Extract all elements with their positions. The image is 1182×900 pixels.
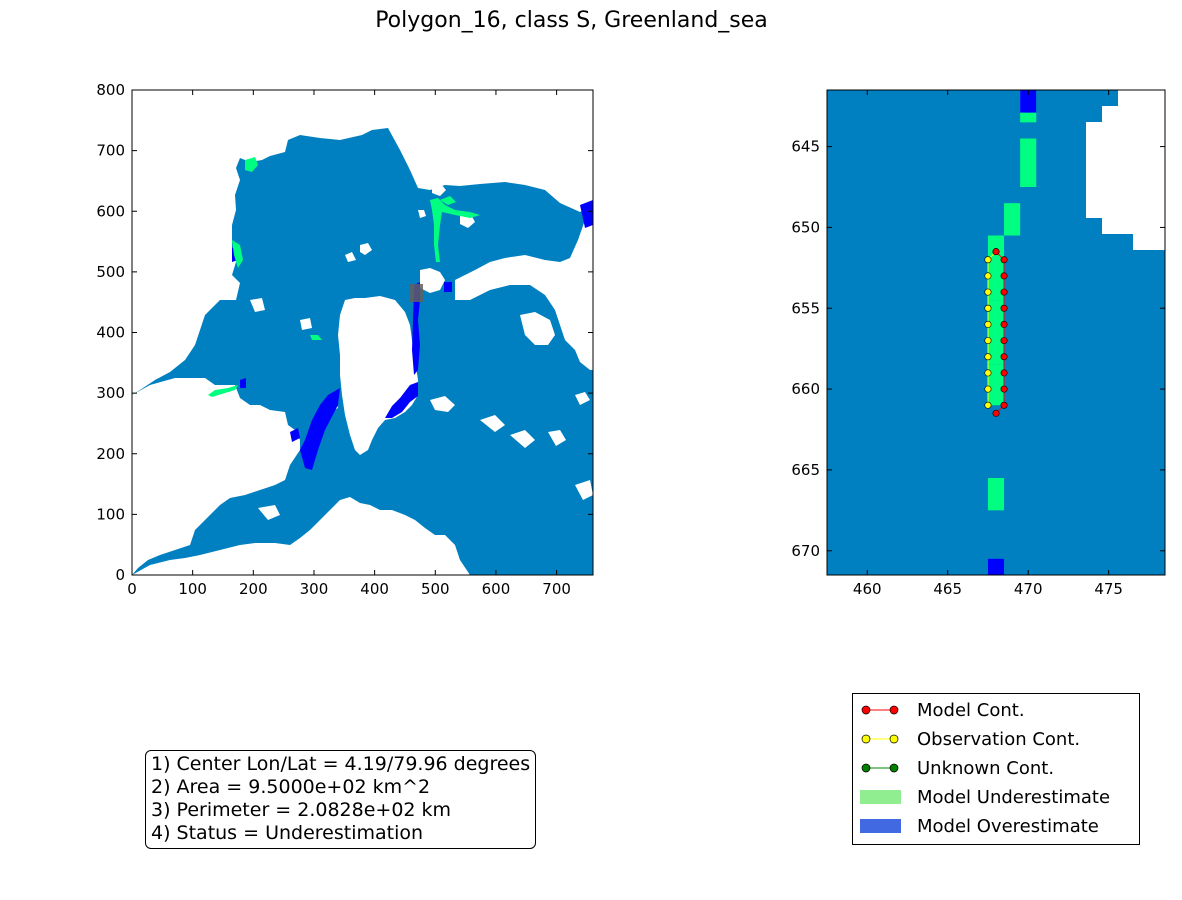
- map-y-tick-label: 300: [96, 384, 125, 402]
- underestimate-regions: [208, 157, 480, 397]
- map-y-ticks: 0 100 200 300 400 500 600 700 800: [96, 81, 593, 584]
- zoom-x-tick-label: 475: [1094, 580, 1123, 598]
- map-x-tick-label: 500: [421, 580, 450, 598]
- map-y-tick-label: 400: [96, 324, 125, 342]
- legend-item-model-over: Model Overestimate: [853, 811, 1099, 841]
- underestimate-cell: [987, 235, 1005, 301]
- yellow-line-marker-icon: [861, 734, 899, 744]
- zoom-x-tick-label: 470: [1014, 580, 1043, 598]
- map-panel: 0 100 200 300 400 500 600 700 0 100 200 300 400 500 6…: [96, 81, 594, 598]
- map-x-ticks: 0 100 200 300 400 500 600 700: [127, 90, 571, 598]
- map-x-tick-label: 600: [482, 580, 511, 598]
- model-contour-point: [1000, 320, 1008, 328]
- zoom-panel: 460 465 470 475 645 650 655 660 665 670: [791, 89, 1166, 598]
- info-area: 2) Area = 9.5000e+02 km^2: [151, 776, 431, 798]
- zoom-y-tick-label: 655: [791, 299, 820, 317]
- observation-contour-point: [984, 385, 992, 393]
- model-contour-point: [1000, 288, 1008, 296]
- observation-contour-point: [984, 304, 992, 312]
- info-status: 4) Status = Underestimation: [151, 822, 424, 844]
- legend-item-obs-cont: Observation Cont.: [853, 724, 1080, 754]
- info-perimeter: 3) Perimeter = 2.0828e+02 km: [151, 799, 452, 821]
- observation-contour-point: [984, 369, 992, 377]
- legend-label-obs-cont: Observation Cont.: [917, 728, 1081, 750]
- legend-label-model-cont: Model Cont.: [917, 699, 1025, 721]
- map-x-tick-label: 0: [127, 580, 137, 598]
- polygon-info-box: 1) Center Lon/Lat = 4.19/79.96 degrees 2…: [145, 750, 537, 849]
- legend-label-model-under: Model Underestimate: [917, 786, 1111, 808]
- observation-contour-point: [984, 288, 992, 296]
- overestimate-cell: [987, 558, 1005, 575]
- zoom-contours: [984, 248, 1008, 417]
- zoom-y-tick-label: 660: [791, 380, 820, 398]
- observation-contour-point: [984, 272, 992, 280]
- zoom-y-tick-label: 670: [791, 542, 820, 560]
- map-y-tick-label: 700: [96, 142, 125, 160]
- map-y-tick-label: 100: [96, 505, 125, 523]
- map-x-tick-label: 700: [542, 580, 571, 598]
- map-y-tick-label: 800: [96, 81, 125, 99]
- model-contour-point: [992, 248, 1000, 256]
- map-y-tick-label: 600: [96, 202, 125, 220]
- observation-contour-point: [984, 337, 992, 345]
- model-contour-point: [1000, 256, 1008, 264]
- info-center: 1) Center Lon/Lat = 4.19/79.96 degrees: [151, 753, 531, 775]
- zoom-x-tick-label: 460: [853, 580, 882, 598]
- overestimate-cell: [1020, 90, 1037, 113]
- zoom-y-tick-label: 645: [791, 138, 820, 156]
- underestimate-cell: [987, 364, 1005, 406]
- observation-contour-point: [984, 401, 992, 409]
- observation-contour-point: [984, 353, 992, 361]
- zoom-y-ticks: 645 650 655 660 665 670: [791, 138, 1165, 560]
- map-y-tick-label: 200: [96, 445, 125, 463]
- light-green-patch-icon: [860, 790, 901, 804]
- underestimate-cell: [987, 300, 1005, 365]
- map-y-tick-label: 500: [96, 263, 125, 281]
- zoom-cells: [987, 90, 1037, 575]
- land-masses: [132, 90, 593, 575]
- polygon-highlight-box: [409, 284, 423, 302]
- model-contour-point: [1000, 304, 1008, 312]
- underestimate-cell: [987, 478, 1005, 511]
- legend: Model Cont. Observation Cont. Unknown Co…: [852, 693, 1140, 845]
- zoom-x-ticks: 460 465 470 475: [853, 90, 1123, 598]
- underestimate-cell: [1004, 203, 1021, 236]
- legend-label-model-over: Model Overestimate: [917, 815, 1099, 837]
- legend-label-unknown-cont: Unknown Cont.: [917, 757, 1055, 779]
- red-line-marker-icon: [861, 705, 899, 715]
- legend-item-unknown-cont: Unknown Cont.: [853, 753, 1054, 783]
- zoom-x-tick-label: 465: [933, 580, 962, 598]
- model-contour-point: [1000, 385, 1008, 393]
- zoom-land: [1086, 90, 1165, 250]
- figure-title: Polygon_16, class S, Greenland_sea: [375, 8, 768, 33]
- observation-contour-point: [984, 320, 992, 328]
- model-contour-point: [992, 409, 1000, 417]
- map-y-tick-label: 0: [115, 566, 125, 584]
- model-contour-point: [1000, 353, 1008, 361]
- model-contour-point: [1000, 369, 1008, 377]
- map-x-tick-label: 200: [239, 580, 268, 598]
- legend-item-model-under: Model Underestimate: [853, 782, 1110, 812]
- green-line-marker-icon: [861, 763, 899, 773]
- map-x-tick-label: 300: [300, 580, 329, 598]
- model-contour-point: [1000, 272, 1008, 280]
- model-contour-point: [1000, 337, 1008, 345]
- model-contour-point: [1000, 401, 1008, 409]
- zoom-y-tick-label: 650: [791, 218, 820, 236]
- underestimate-cell: [1020, 138, 1037, 187]
- legend-item-model-cont: Model Cont.: [853, 695, 1025, 725]
- map-x-tick-label: 400: [360, 580, 389, 598]
- zoom-frame: [826, 89, 1166, 576]
- observation-contour-point: [984, 256, 992, 264]
- royal-blue-patch-icon: [860, 819, 901, 833]
- zoom-y-tick-label: 665: [791, 461, 820, 479]
- map-x-tick-label: 100: [178, 580, 207, 598]
